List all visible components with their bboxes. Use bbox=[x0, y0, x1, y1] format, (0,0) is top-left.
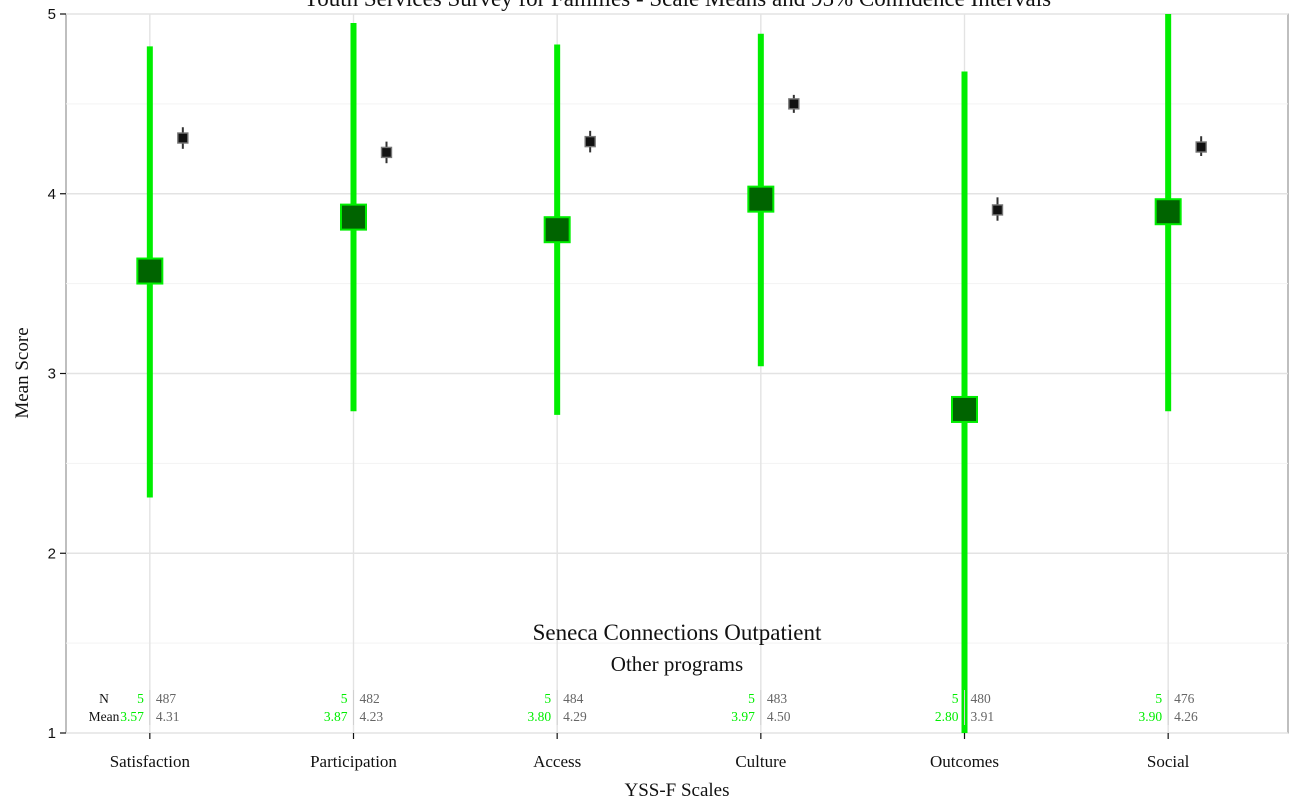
n-label-other: 480 bbox=[971, 691, 992, 706]
x-tick-label: Outcomes bbox=[930, 752, 999, 771]
data-marks bbox=[136, 14, 1207, 733]
mean-point-seneca bbox=[136, 257, 164, 285]
row-label-n: N bbox=[99, 691, 109, 706]
mean-label-seneca: 3.97 bbox=[731, 709, 755, 724]
mean-label-other: 4.29 bbox=[563, 709, 587, 724]
mean-point-seneca bbox=[543, 216, 571, 244]
y-tick-label: 4 bbox=[48, 186, 56, 203]
mean-label-seneca: 3.87 bbox=[324, 709, 348, 724]
n-label-other: 484 bbox=[563, 691, 584, 706]
mean-point-other bbox=[584, 135, 596, 148]
mean-point-seneca bbox=[951, 395, 978, 423]
mean-point-other bbox=[788, 98, 800, 110]
n-label-seneca: 5 bbox=[1155, 691, 1162, 706]
x-tick-label: Satisfaction bbox=[110, 752, 191, 771]
n-label-other: 476 bbox=[1174, 691, 1195, 706]
y-tick-label: 2 bbox=[48, 545, 56, 562]
x-tick-label: Culture bbox=[735, 752, 786, 771]
mean-point-other bbox=[1195, 141, 1207, 153]
mean-label-seneca: 3.90 bbox=[1139, 709, 1163, 724]
mean-label-seneca: 3.80 bbox=[528, 709, 552, 724]
n-label-seneca: 5 bbox=[137, 691, 144, 706]
n-label-seneca: 5 bbox=[341, 691, 348, 706]
x-axis-title: YSS-F Scales bbox=[624, 780, 729, 801]
mean-point-other bbox=[177, 132, 189, 144]
chart-title: Youth Services Survey for Families - Sca… bbox=[303, 0, 1051, 11]
n-label-seneca: 5 bbox=[952, 691, 959, 706]
mean-label-seneca: 2.80 bbox=[935, 709, 959, 724]
mean-point-other bbox=[991, 204, 1004, 216]
y-tick-label: 5 bbox=[48, 6, 56, 23]
legend-series-2: Other programs bbox=[611, 652, 743, 676]
mean-label-other: 4.26 bbox=[1174, 709, 1198, 724]
y-tick-label: 1 bbox=[48, 725, 56, 742]
n-label-seneca: 5 bbox=[544, 691, 551, 706]
mean-label-other: 4.31 bbox=[156, 709, 180, 724]
y-axis-title: Mean Score bbox=[12, 327, 33, 418]
x-tick-label: Access bbox=[533, 752, 581, 771]
annotations: 5 3.57 487 4.31 5 3.87 482 4.23 5 3.80 484 4.29 5 3.9… bbox=[120, 690, 1198, 725]
n-label-other: 482 bbox=[360, 691, 380, 706]
mean-point-seneca bbox=[1154, 198, 1182, 226]
mean-point-seneca bbox=[340, 203, 367, 231]
x-tick-label: Participation bbox=[310, 752, 397, 771]
n-label-other: 487 bbox=[156, 691, 177, 706]
y-tick-label: 3 bbox=[48, 366, 56, 383]
x-tick-label: Social bbox=[1147, 752, 1190, 771]
x-axis: Satisfaction Participation Access Culture Ou… bbox=[110, 733, 1190, 771]
mean-point-seneca bbox=[747, 185, 775, 213]
n-label-seneca: 5 bbox=[748, 691, 755, 706]
mean-point-other bbox=[380, 146, 393, 159]
mean-label-other: 4.23 bbox=[360, 709, 384, 724]
n-label-other: 483 bbox=[767, 691, 788, 706]
y-axis: 1 2 3 4 5 bbox=[48, 6, 66, 742]
mean-label-other: 4.50 bbox=[767, 709, 791, 724]
mean-label-seneca: 3.57 bbox=[120, 709, 144, 724]
row-label-mean: Mean bbox=[89, 709, 120, 724]
mean-label-other: 3.91 bbox=[971, 709, 995, 724]
legend-series-1: Seneca Connections Outpatient bbox=[533, 620, 822, 645]
